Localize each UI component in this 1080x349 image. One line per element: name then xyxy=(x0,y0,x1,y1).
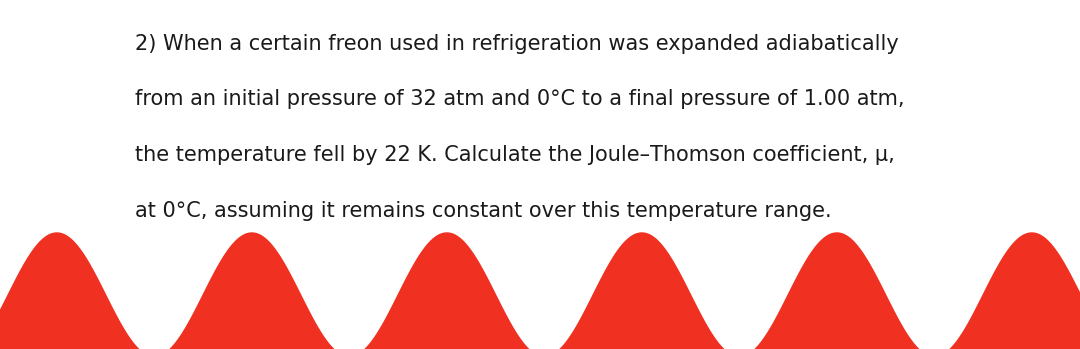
Text: 2) When a certain freon used in refrigeration was expanded adiabatically: 2) When a certain freon used in refriger… xyxy=(135,34,899,54)
Text: the temperature fell by 22 K. Calculate the Joule–Thomson coefficient, μ,: the temperature fell by 22 K. Calculate … xyxy=(135,145,894,165)
Text: from an initial pressure of 32 atm and 0°C to a final pressure of 1.00 atm,: from an initial pressure of 32 atm and 0… xyxy=(135,89,905,110)
Polygon shape xyxy=(0,233,1080,349)
Text: at 0°C, assuming it remains constant over this temperature range.: at 0°C, assuming it remains constant ove… xyxy=(135,201,832,221)
